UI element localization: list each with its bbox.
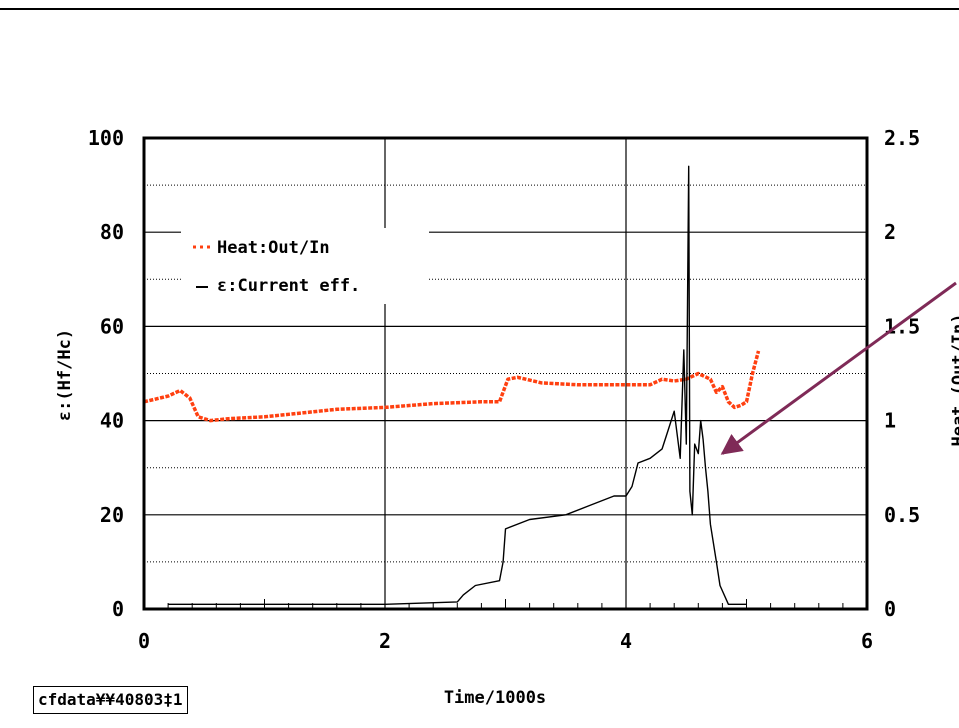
y2-axis-label: Heat (Out/In) <box>949 313 959 446</box>
x-tick-label: 4 <box>620 629 632 653</box>
annotation-arrow <box>720 281 957 455</box>
y-tick-label: 20 <box>100 503 124 527</box>
file-label: cfdata¥¥40803‡1 <box>33 686 188 714</box>
legend-box <box>181 228 429 304</box>
legend: Heat:Out/In ε:Current eff. <box>181 228 429 304</box>
top-rule <box>0 8 959 10</box>
series-heat-line <box>143 350 761 423</box>
y-tick-label: 0 <box>112 597 124 621</box>
legend-heat-label: Heat:Out/In <box>217 238 330 258</box>
y2-tick-label: 0.5 <box>884 503 920 527</box>
x-tick-label: 6 <box>861 629 873 653</box>
series-group <box>143 165 761 605</box>
y2-tick-label: 0 <box>884 597 896 621</box>
series-eff-line <box>168 165 747 605</box>
x-axis-label: Time/1000s <box>444 688 546 708</box>
x-tick-label: 2 <box>379 629 391 653</box>
x-tick-label: 0 <box>138 629 150 653</box>
y-axis-label: ε:(Hf/Hc) <box>55 329 75 421</box>
legend-eff-label: ε:Current eff. <box>217 276 360 296</box>
annotations <box>720 281 957 455</box>
y-tick-label: 60 <box>100 314 124 338</box>
plot-frame <box>142 136 869 611</box>
y-tick-label: 40 <box>100 409 124 433</box>
y2-tick-label: 1.5 <box>884 314 920 338</box>
y2-tick-label: 1 <box>884 409 896 433</box>
y-tick-label: 100 <box>88 126 124 150</box>
y-tick-label: 80 <box>100 220 124 244</box>
y2-tick-label: 2.5 <box>884 126 920 150</box>
y2-tick-label: 2 <box>884 220 896 244</box>
